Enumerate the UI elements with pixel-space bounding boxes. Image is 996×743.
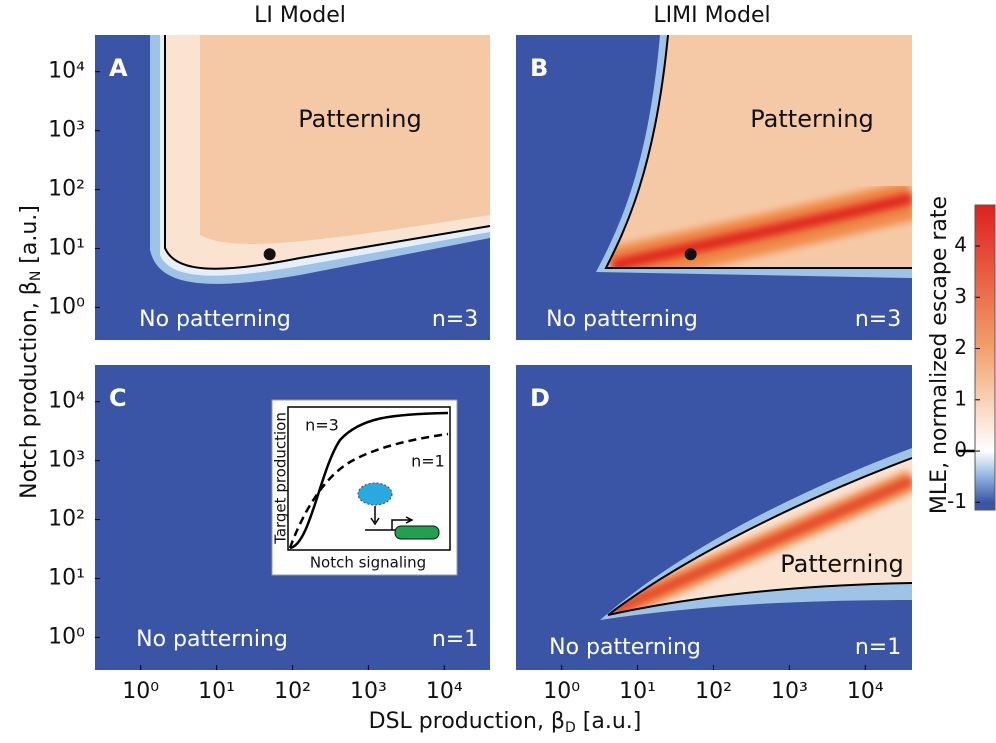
figure: LI Model LIMI Model A 10⁰ 10¹ 10² 10³ 10⁴ Patter… (0, 0, 996, 743)
annotation: n=3 (432, 307, 478, 332)
panel-label: D (530, 384, 550, 412)
y-axis-label-sub: N (28, 271, 44, 281)
y-tick-label: 10² (48, 177, 85, 202)
x-tick-label: 10² (695, 679, 732, 704)
y-tick-label: 10⁰ (48, 624, 85, 649)
annotation: Patterning (780, 550, 903, 578)
x-axis-label-sub: D (565, 720, 576, 736)
x-tick-label: 10⁴ (847, 679, 884, 704)
x-tick-label: 10³ (771, 679, 808, 704)
y-tick-label: 10⁴ (48, 59, 85, 84)
annotation: No patterning (549, 635, 701, 660)
x-axis-label-suffix: [a.u.] (576, 709, 642, 734)
annotation: No patterning (136, 627, 288, 652)
x-tick-label: 10³ (350, 679, 387, 704)
point (685, 248, 697, 260)
patterning-region (200, 35, 490, 244)
y-axis-label-text: Notch production, β (17, 281, 42, 499)
annotation: n=3 (855, 307, 901, 332)
colorbar-tick-label: 3 (954, 284, 967, 308)
inset-gene (395, 526, 439, 539)
y-tick-label: 10⁰ (48, 294, 85, 319)
inset-cell (358, 483, 392, 505)
colorbar-tick-label: 2 (954, 335, 967, 359)
annotation: n=1 (855, 635, 901, 660)
x-tick-label: 10⁰ (122, 679, 159, 704)
colorbar-label: MLE, normalized escape rate (927, 196, 952, 514)
point (264, 248, 276, 260)
x-tick-label: 10² (274, 679, 311, 704)
inset-curve-label: n=1 (411, 452, 445, 471)
inset-ylabel: Target production (272, 412, 290, 545)
annotation: n=1 (432, 627, 478, 652)
inset-xlabel: Notch signaling (310, 554, 426, 572)
colorbar-tick-label: 0 (954, 438, 967, 462)
colorbar (975, 205, 995, 510)
panel-label: B (530, 54, 548, 82)
y-tick-label: 10¹ (48, 565, 85, 590)
x-tick-label: 10⁴ (426, 679, 463, 704)
x-tick-label: 10¹ (619, 679, 656, 704)
x-axis-label-text: DSL production, β (369, 709, 565, 734)
colorbar-tick-label: 1 (954, 386, 967, 410)
y-axis-label-suffix: [a.u.] (17, 205, 42, 271)
column-title: LI Model (254, 3, 346, 28)
annotation: No patterning (139, 307, 291, 332)
y-tick-label: 10³ (48, 118, 85, 143)
panel-label: C (109, 384, 127, 412)
y-tick-label: 10³ (48, 448, 85, 473)
colorbar-tick-label: 4 (954, 233, 967, 257)
x-tick-label: 10¹ (198, 679, 235, 704)
annotation: Patterning (298, 105, 421, 133)
x-axis-label: DSL production, βD [a.u.] (369, 709, 642, 736)
inset-curve-label: n=3 (305, 416, 339, 435)
y-tick-label: 10² (48, 507, 85, 532)
panel-label: A (109, 54, 128, 82)
annotation: Patterning (750, 105, 873, 133)
y-tick-label: 10⁴ (48, 389, 85, 414)
annotation: No patterning (546, 307, 698, 332)
y-tick-label: 10¹ (48, 235, 85, 260)
column-title: LIMI Model (653, 3, 770, 28)
y-axis-label: Notch production, βN [a.u.] (17, 205, 44, 499)
x-tick-label: 10⁰ (543, 679, 580, 704)
